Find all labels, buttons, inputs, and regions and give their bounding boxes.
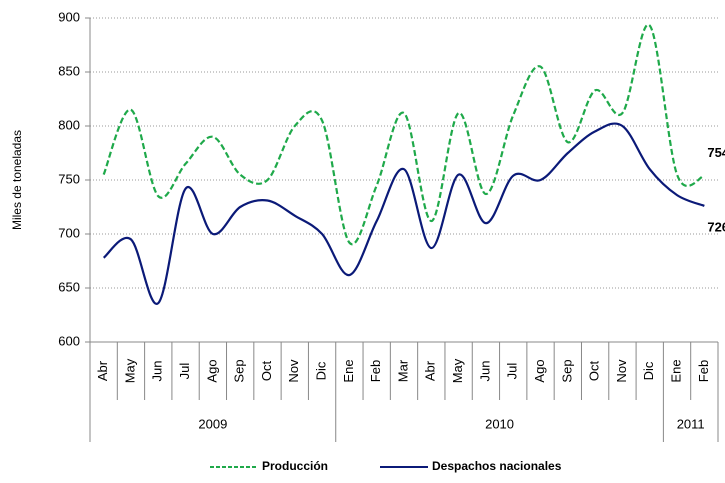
x-tick-label: Sep	[559, 359, 574, 382]
y-tick-label: 700	[58, 225, 80, 240]
x-tick-label: May	[122, 358, 137, 383]
series-line	[102, 23, 705, 246]
x-tick-label: Nov	[286, 359, 301, 383]
x-tick-label: Dic	[314, 361, 329, 380]
x-tick-label: Ene	[668, 359, 683, 382]
y-tick-label: 900	[58, 9, 80, 24]
legend-label: Producción	[262, 459, 328, 473]
group-label: 2010	[485, 416, 514, 431]
group-label: 2009	[198, 416, 227, 431]
x-tick-label: Nov	[614, 359, 629, 383]
legend-label: Despachos nacionales	[432, 459, 562, 473]
x-tick-label: Mar	[395, 359, 410, 382]
x-tick-label: Ago	[532, 359, 547, 382]
x-tick-label: Oct	[259, 361, 274, 382]
x-tick-label: Jun	[150, 361, 165, 382]
group-label: 2011	[677, 416, 705, 431]
x-tick-label: Jun	[477, 361, 492, 382]
x-tick-label: Dic	[641, 361, 656, 380]
y-tick-label: 800	[58, 117, 80, 132]
y-axis-label: Miles de toneladas	[10, 130, 24, 230]
series-line	[102, 122, 705, 305]
y-tick-label: 750	[58, 171, 80, 186]
y-tick-label: 650	[58, 279, 80, 294]
x-tick-label: Sep	[232, 359, 247, 382]
x-tick-label: Jul	[177, 363, 192, 380]
data-label: 726	[707, 219, 725, 234]
x-tick-label: Abr	[95, 360, 110, 381]
x-tick-label: Oct	[587, 361, 602, 382]
data-label: 754	[707, 145, 725, 160]
y-tick-label: 850	[58, 63, 80, 78]
x-tick-label: May	[450, 358, 465, 383]
x-tick-label: Ene	[341, 359, 356, 382]
x-tick-label: Feb	[368, 360, 383, 382]
x-tick-label: Ago	[204, 359, 219, 382]
x-tick-label: Jul	[505, 363, 520, 380]
x-tick-label: Feb	[696, 360, 711, 382]
x-tick-label: Abr	[423, 360, 438, 381]
y-tick-label: 600	[58, 333, 80, 348]
